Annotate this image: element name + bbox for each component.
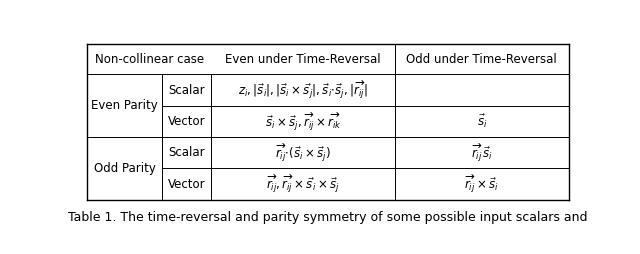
Text: Even under Time-Reversal: Even under Time-Reversal	[225, 53, 381, 66]
Text: Non-collinear case: Non-collinear case	[95, 53, 204, 66]
Text: $\overrightarrow{r_{ij}}, \overrightarrow{r_{ij}} \times \vec{s}_i \times \vec{s: $\overrightarrow{r_{ij}}, \overrightarro…	[266, 173, 340, 195]
Text: Even Parity: Even Parity	[92, 99, 158, 112]
Text: $\vec{s}_i$: $\vec{s}_i$	[477, 113, 487, 130]
Text: Vector: Vector	[168, 178, 205, 190]
Text: Table 1. The time-reversal and parity symmetry of some possible input scalars an: Table 1. The time-reversal and parity sy…	[68, 211, 588, 224]
Text: $z_i, |\vec{s}_i|, |\vec{s}_i \times \vec{s}_j|, \vec{s}_i{\cdot}\vec{s}_j, |\ov: $z_i, |\vec{s}_i|, |\vec{s}_i \times \ve…	[239, 79, 368, 101]
Text: $\overrightarrow{r_{ij}} \times \vec{s}_i$: $\overrightarrow{r_{ij}} \times \vec{s}_…	[465, 173, 499, 195]
Text: Vector: Vector	[168, 115, 205, 128]
Text: Odd under Time-Reversal: Odd under Time-Reversal	[406, 53, 557, 66]
Text: Scalar: Scalar	[168, 84, 205, 97]
Text: $\overrightarrow{r_{ij}}{\cdot}(\vec{s}_i \times \vec{s}_j)$: $\overrightarrow{r_{ij}}{\cdot}(\vec{s}_…	[275, 141, 331, 164]
Text: Scalar: Scalar	[168, 146, 205, 159]
Text: Odd Parity: Odd Parity	[93, 162, 156, 175]
Text: $\vec{s}_i \times \vec{s}_j, \overrightarrow{r_{ij}} \times \overrightarrow{r_{i: $\vec{s}_i \times \vec{s}_j, \overrighta…	[265, 110, 342, 133]
Text: $\overrightarrow{r_{ij}}\,\vec{s}_i$: $\overrightarrow{r_{ij}}\,\vec{s}_i$	[470, 141, 493, 164]
